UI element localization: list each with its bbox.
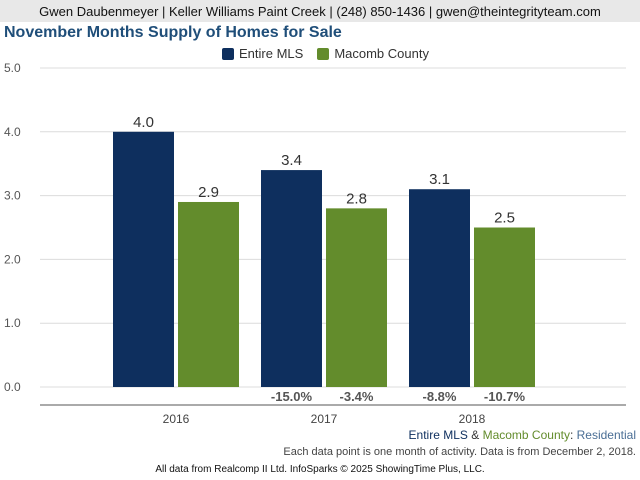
y-tick-label: 5.0 bbox=[4, 61, 21, 75]
chart-title: November Months Supply of Homes for Sale bbox=[4, 24, 342, 41]
change-label: -3.4% bbox=[340, 389, 374, 404]
data-label: 2.5 bbox=[494, 210, 515, 227]
y-tick-label: 0.0 bbox=[4, 380, 21, 394]
footer-note: Each data point is one month of activity… bbox=[283, 446, 636, 458]
bar-entire-mls bbox=[261, 170, 322, 387]
x-tick-label: 2017 bbox=[311, 412, 338, 426]
data-label: 3.1 bbox=[429, 171, 450, 188]
footer-ampersand: & bbox=[467, 428, 483, 442]
legend-item-entire-mls[interactable]: Entire MLS bbox=[222, 46, 303, 61]
bar-macomb-county bbox=[474, 227, 535, 387]
bar-macomb-county bbox=[326, 208, 387, 387]
footer-colon: : bbox=[569, 428, 577, 442]
y-tick-label: 2.0 bbox=[4, 252, 21, 266]
contact-header-bar: Gwen Daubenmeyer | Keller Williams Paint… bbox=[0, 0, 640, 22]
x-tick-label: 2016 bbox=[163, 412, 190, 426]
y-tick-label: 3.0 bbox=[4, 189, 21, 203]
change-label: -10.7% bbox=[484, 389, 526, 404]
data-label: 4.0 bbox=[133, 114, 154, 131]
legend-label-macomb-county: Macomb County bbox=[334, 46, 429, 61]
data-label: 2.9 bbox=[198, 184, 219, 201]
footer-macomb-county: Macomb County bbox=[482, 428, 570, 442]
y-tick-label: 4.0 bbox=[4, 125, 21, 139]
footer-residential: Residential bbox=[576, 428, 636, 442]
bar-entire-mls bbox=[409, 189, 470, 387]
change-label: -8.8% bbox=[423, 389, 457, 404]
bar-entire-mls bbox=[113, 131, 174, 387]
legend-swatch-macomb-county bbox=[317, 47, 330, 60]
bar-macomb-county bbox=[178, 201, 239, 387]
data-label: 3.4 bbox=[281, 152, 302, 169]
contact-info: Gwen Daubenmeyer | Keller Williams Paint… bbox=[39, 3, 601, 19]
chart-legend: Entire MLS Macomb County bbox=[222, 46, 443, 61]
legend-label-entire-mls: Entire MLS bbox=[239, 46, 304, 61]
change-label: -15.0% bbox=[271, 389, 313, 404]
source-credit: All data from Realcomp II Ltd. InfoSpark… bbox=[155, 464, 485, 475]
footer-entire-mls: Entire MLS bbox=[408, 428, 468, 442]
y-tick-label: 1.0 bbox=[4, 316, 21, 330]
legend-swatch-entire-mls bbox=[222, 47, 234, 60]
data-label: 2.8 bbox=[346, 190, 367, 207]
legend-item-macomb-county[interactable]: Macomb County bbox=[317, 46, 429, 61]
x-tick-label: 2018 bbox=[459, 412, 486, 426]
footer-legend: Entire MLS & Macomb County: Residential bbox=[409, 428, 636, 442]
